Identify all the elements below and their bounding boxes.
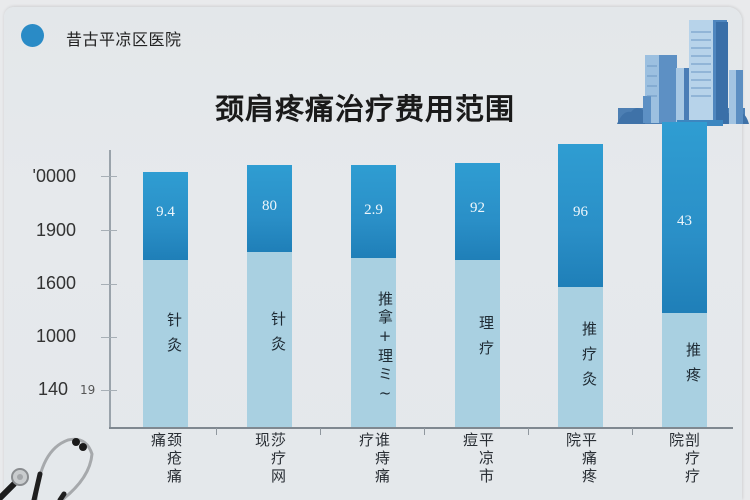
x-category-label: 平痛疼院 — [561, 432, 601, 500]
bar-value-label: 2.9 — [364, 202, 383, 218]
bar-segment-top — [455, 163, 500, 260]
y-tick — [101, 176, 117, 177]
stethoscope-icon — [0, 437, 94, 500]
x-tick — [424, 428, 425, 435]
bar-inner-label: 推拿+理ミ~ — [376, 291, 394, 405]
bar-segment-bottom — [558, 287, 603, 427]
brand-logo-dot — [21, 24, 44, 47]
bar-inner-label: 针灸 — [269, 311, 287, 361]
bar-value-label: 96 — [573, 204, 588, 220]
bar-group[interactable]: 2.9 推拿+理ミ~ — [351, 165, 396, 427]
bar-inner-label: 理疗 — [477, 315, 495, 365]
x-tick — [320, 428, 321, 435]
hospital-building-icon — [617, 20, 749, 126]
x-category-text: 剖疗疗院 — [667, 432, 701, 486]
bar-segment-top — [247, 165, 292, 252]
x-tick — [632, 428, 633, 435]
y-tick-label: 1000 — [35, 326, 76, 346]
y-axis-line — [109, 150, 111, 428]
bar-value-label: 43 — [677, 213, 692, 229]
bar-value-label: 80 — [262, 198, 277, 214]
y-tick — [101, 337, 117, 338]
x-category-text: 平痛疼院 — [564, 432, 598, 486]
bar-value-label: 9.4 — [156, 204, 175, 220]
x-category-text: 莎疗网现 — [253, 432, 287, 486]
bar-group[interactable]: 92 理疗 — [455, 163, 500, 427]
x-category-text: 谁痔痛疗 — [357, 432, 391, 486]
x-tick — [528, 428, 529, 435]
bar-segment-bottom — [247, 252, 292, 427]
bar-inner-label: 推疼 — [684, 342, 702, 392]
x-category-label: 颈疮痛痛 — [146, 432, 186, 500]
bar-group[interactable]: 96 推疗灸 — [558, 144, 603, 427]
bar-inner-label: 推疗灸 — [580, 321, 598, 396]
bar-segment-top — [662, 122, 707, 313]
bar-group[interactable]: 9.4 针灸 — [143, 172, 188, 427]
bar-segment-top — [143, 172, 188, 260]
y-tick-label: 1600 — [35, 273, 76, 293]
bar-segment-top — [351, 165, 396, 258]
bar-segment-bottom — [351, 258, 396, 427]
y-tick — [101, 284, 117, 285]
bar-group[interactable]: 80 针灸 — [247, 165, 292, 427]
x-category-text: 平凉市痘 — [461, 432, 495, 486]
bar-segment-bottom — [662, 313, 707, 427]
x-category-label: 谁痔痛疗 — [354, 432, 394, 500]
bar-segment-bottom — [455, 260, 500, 427]
bar-segment-top — [558, 144, 603, 287]
x-axis-line — [109, 427, 733, 429]
y-tick — [101, 230, 117, 231]
chart-title-text: 颈肩疼痛治疗费用范围 — [214, 92, 515, 126]
x-category-text: 颈疮痛痛 — [149, 432, 183, 486]
bar-group[interactable]: 43 推疼 — [662, 122, 707, 427]
y-tick-label: 140 — [37, 379, 68, 399]
y-tick — [101, 390, 117, 391]
x-category-label: 平凉市痘 — [458, 432, 498, 500]
bar-segment-bottom — [143, 260, 188, 427]
bar-value-label: 92 — [470, 200, 485, 216]
hospital-name: 昔古平凉区医院 — [66, 30, 182, 49]
y-tick-label: 1900 — [35, 220, 76, 240]
y-tick-label-extra: 19 — [80, 383, 96, 397]
chart-title: 颈肩疼痛治疗费用范围 — [0, 86, 750, 128]
x-category-label: 莎疗网现 — [250, 432, 290, 500]
x-tick — [216, 428, 217, 435]
y-tick-label: '0000 — [32, 166, 76, 186]
bar-inner-label: 针灸 — [165, 312, 183, 362]
x-category-label: 剖疗疗院 — [664, 432, 704, 500]
